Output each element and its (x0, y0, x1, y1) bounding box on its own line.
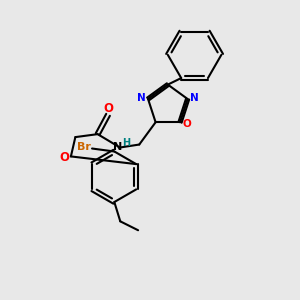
Text: O: O (182, 119, 191, 129)
Text: N: N (113, 142, 122, 152)
Text: N: N (137, 92, 146, 103)
Text: N: N (190, 92, 199, 103)
Text: H: H (122, 138, 130, 148)
Text: Br: Br (77, 142, 91, 152)
Text: O: O (59, 152, 69, 164)
Text: O: O (103, 102, 114, 116)
